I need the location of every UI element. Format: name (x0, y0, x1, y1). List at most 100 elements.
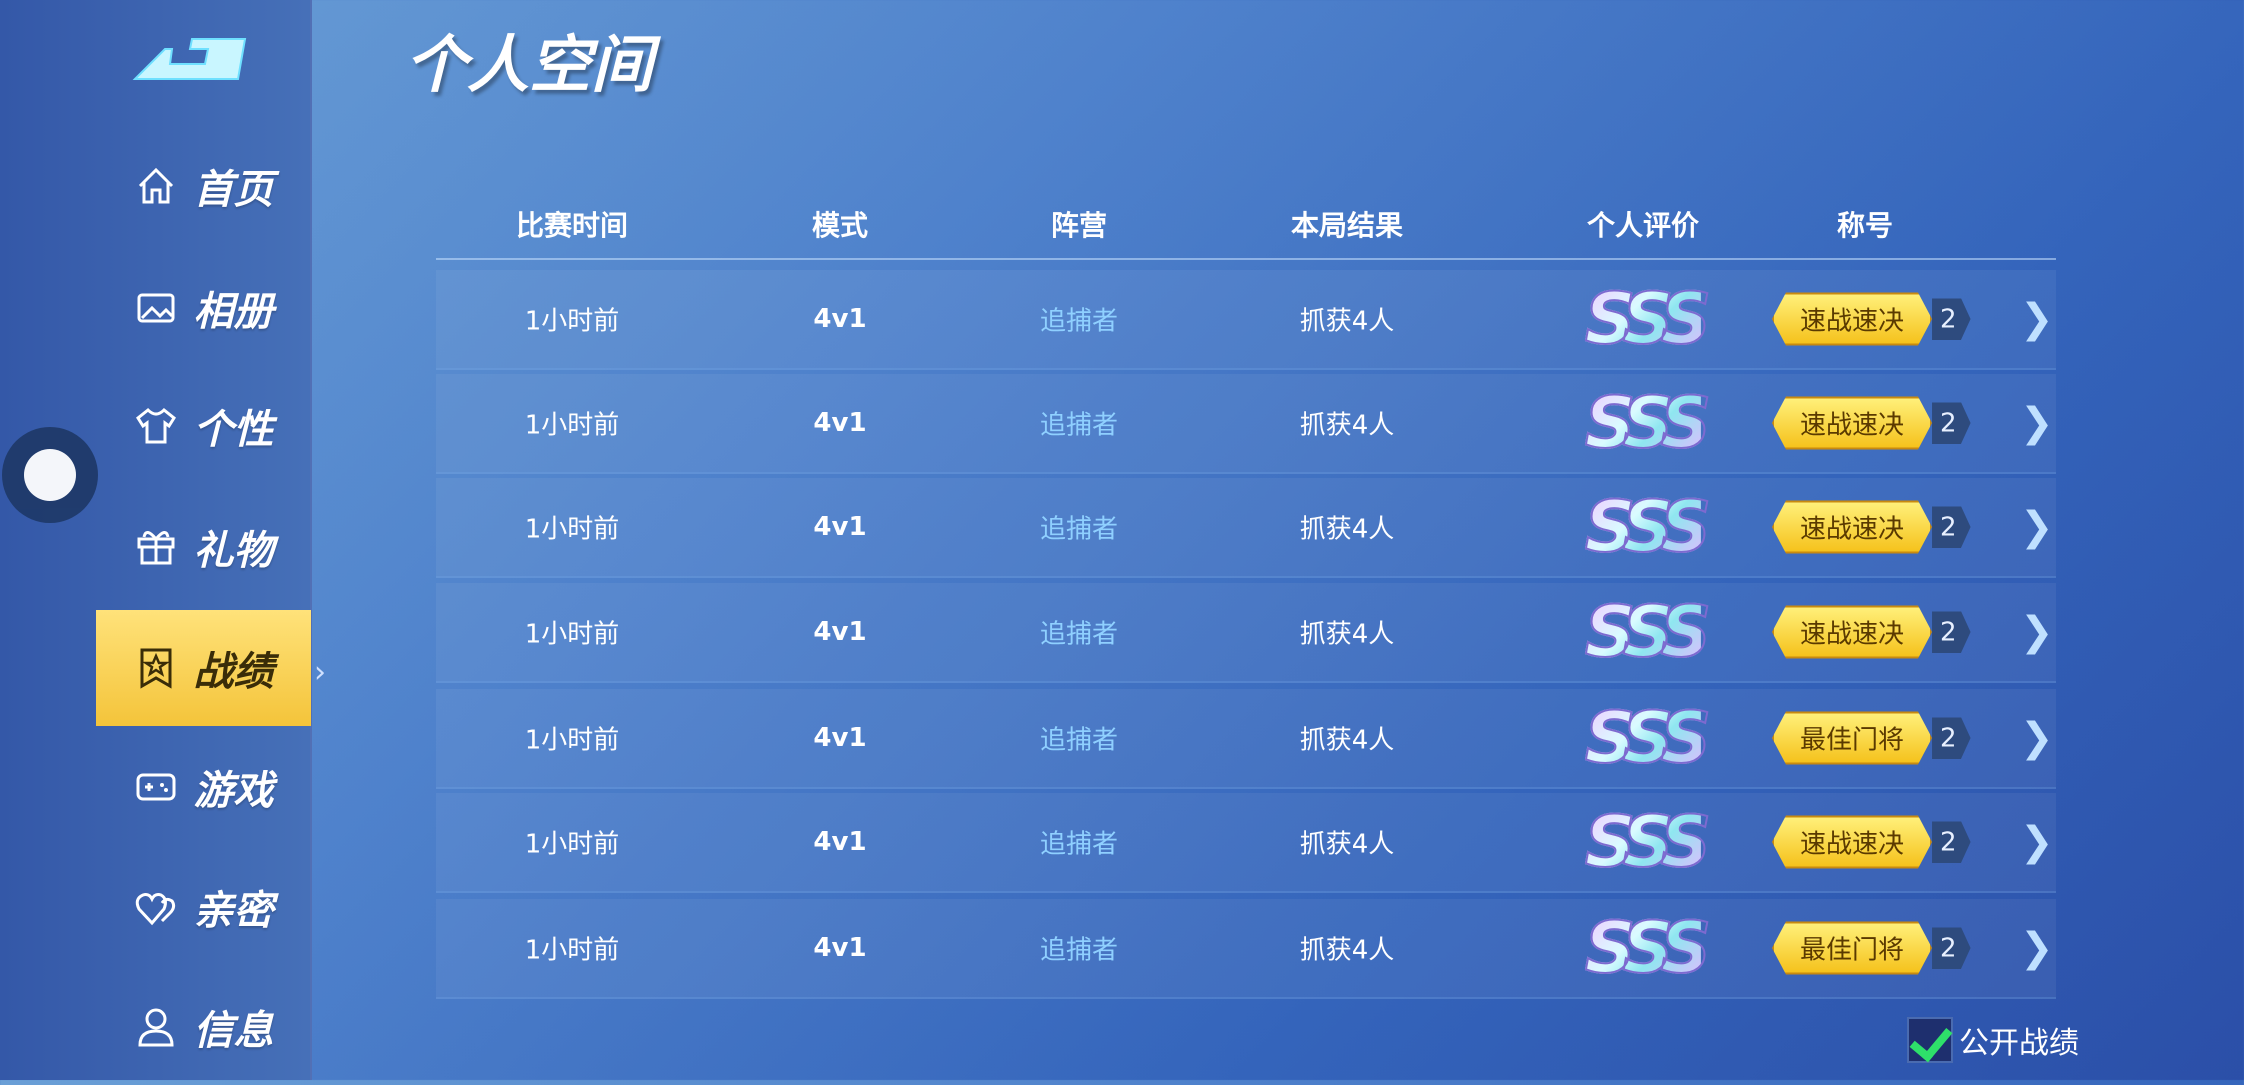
match-result: 抓获4人 (1299, 829, 1395, 860)
active-indicator-icon: › (314, 655, 326, 690)
rating-sss: SSS (1584, 696, 1712, 780)
title-badge: 速战速决 2 (1772, 293, 1971, 346)
gamepad-icon (136, 773, 175, 801)
match-time: 1小时前 (524, 725, 620, 756)
hearts-icon (135, 893, 175, 926)
match-row[interactable]: 1小时前 4v1 追捕者 抓获4人 SSS 最佳门将 2 ❯ (436, 899, 2056, 999)
sidebar: 首页 相册 个性 礼物 战绩 游戏 亲密 信息 (0, 0, 312, 1080)
match-row[interactable]: 1小时前 4v1 追捕者 抓获4人 SSS 速战速决 2 ❯ (436, 583, 2056, 683)
title-count: 2 (1932, 717, 1971, 759)
title-count: 2 (1932, 611, 1971, 653)
match-time: 1小时前 (524, 829, 620, 860)
image-icon (137, 293, 174, 323)
match-row[interactable]: 1小时前 4v1 追捕者 抓获4人 SSS 速战速决 2 ❯ (436, 478, 2056, 578)
floating-assistant-button[interactable] (2, 427, 98, 523)
match-mode: 4v1 (813, 617, 867, 647)
title-badge: 速战速决 2 (1772, 397, 1971, 450)
match-row[interactable]: 1小时前 4v1 追捕者 抓获4人 SSS 速战速决 2 ❯ (436, 374, 2056, 474)
column-header: 个人评价 (1586, 209, 1700, 242)
rating-sss: SSS (1584, 277, 1712, 361)
public-record-toggle[interactable]: 公开战绩 (1907, 1017, 2079, 1063)
match-result: 抓获4人 (1299, 619, 1395, 650)
match-time: 1小时前 (524, 514, 620, 545)
rating-sss: SSS (1584, 485, 1712, 569)
title-name: 速战速决 (1772, 501, 1932, 554)
badge-icon (140, 648, 171, 689)
public-record-label: 公开战绩 (1959, 1026, 2079, 1061)
chevron-right-icon[interactable]: ❯ (2020, 609, 2054, 655)
title-badge: 最佳门将 2 (1772, 922, 1971, 975)
chevron-right-icon[interactable]: ❯ (2020, 925, 2054, 971)
title-name: 速战速决 (1772, 816, 1932, 869)
title-count: 2 (1932, 506, 1971, 548)
title-count: 2 (1932, 821, 1971, 863)
match-row[interactable]: 1小时前 4v1 追捕者 抓获4人 SSS 最佳门将 2 ❯ (436, 689, 2056, 789)
title-count: 2 (1932, 402, 1971, 444)
chevron-right-icon[interactable]: ❯ (2020, 715, 2054, 761)
chevron-right-icon[interactable]: ❯ (2020, 296, 2054, 342)
sidebar-item-label: 相册 (193, 289, 274, 335)
match-result: 抓获4人 (1299, 725, 1395, 756)
title-count: 2 (1932, 298, 1971, 340)
title-name: 最佳门将 (1772, 922, 1932, 975)
rating-sss: SSS (1584, 800, 1712, 884)
match-camp: 追捕者 (1039, 514, 1119, 545)
match-row[interactable]: 1小时前 4v1 追捕者 抓获4人 SSS 速战速决 2 ❯ (436, 270, 2056, 370)
sidebar-item-5[interactable]: 游戏 (96, 729, 311, 845)
match-time: 1小时前 (524, 619, 620, 650)
title-name: 速战速决 (1772, 606, 1932, 659)
sidebar-item-7[interactable]: 信息 (96, 969, 311, 1085)
column-header: 阵营 (1050, 209, 1108, 242)
sidebar-item-label: 首页 (193, 167, 274, 213)
match-mode: 4v1 (813, 933, 867, 963)
match-result: 抓获4人 (1299, 514, 1395, 545)
column-header: 称号 (1836, 209, 1894, 242)
match-result: 抓获4人 (1299, 935, 1395, 966)
sidebar-item-label: 个性 (193, 407, 274, 453)
sidebar-item-label: 礼物 (193, 528, 274, 574)
sidebar-item-label: 信息 (193, 1008, 274, 1054)
header-divider (436, 258, 2056, 260)
match-camp: 追捕者 (1039, 619, 1119, 650)
title-badge: 速战速决 2 (1772, 606, 1971, 659)
sidebar-item-3[interactable]: 礼物 (96, 489, 311, 605)
match-mode: 4v1 (813, 408, 867, 438)
match-mode: 4v1 (813, 512, 867, 542)
title-name: 速战速决 (1772, 293, 1932, 346)
sidebar-item-2[interactable]: 个性 (96, 368, 311, 484)
user-icon (137, 1008, 174, 1047)
match-camp: 追捕者 (1039, 935, 1119, 966)
column-header: 本局结果 (1290, 209, 1404, 242)
rating-sss: SSS (1584, 590, 1712, 674)
chevron-right-icon[interactable]: ❯ (2020, 504, 2054, 550)
match-time: 1小时前 (524, 410, 620, 441)
column-header: 模式 (811, 209, 869, 242)
sidebar-item-1[interactable]: 相册 (96, 250, 311, 366)
title-name: 速战速决 (1772, 397, 1932, 450)
rating-sss: SSS (1584, 906, 1712, 990)
gift-icon (137, 531, 174, 565)
match-row[interactable]: 1小时前 4v1 追捕者 抓获4人 SSS 速战速决 2 ❯ (436, 793, 2056, 893)
match-time: 1小时前 (524, 935, 620, 966)
match-mode: 4v1 (813, 304, 867, 334)
sidebar-item-0[interactable]: 首页 (96, 128, 311, 244)
page-title: 个人空间 (405, 28, 654, 101)
chevron-right-icon[interactable]: ❯ (2020, 819, 2054, 865)
sidebar-item-label: 亲密 (193, 888, 274, 934)
match-camp: 追捕者 (1039, 725, 1119, 756)
match-time: 1小时前 (524, 306, 620, 337)
chevron-right-icon[interactable]: ❯ (2020, 400, 2054, 446)
match-camp: 追捕者 (1039, 829, 1119, 860)
title-name: 最佳门将 (1772, 712, 1932, 765)
sidebar-item-label: 游戏 (193, 768, 274, 814)
title-badge: 速战速决 2 (1772, 816, 1971, 869)
public-record-checkbox[interactable] (1907, 1017, 1953, 1063)
sidebar-item-4[interactable]: 战绩 (96, 610, 311, 726)
sidebar-item-6[interactable]: 亲密 (96, 849, 311, 965)
title-badge: 最佳门将 2 (1772, 712, 1971, 765)
shirt-icon (135, 407, 176, 444)
match-mode: 4v1 (813, 827, 867, 857)
title-badge: 速战速决 2 (1772, 501, 1971, 554)
match-result: 抓获4人 (1299, 410, 1395, 441)
match-camp: 追捕者 (1039, 410, 1119, 441)
